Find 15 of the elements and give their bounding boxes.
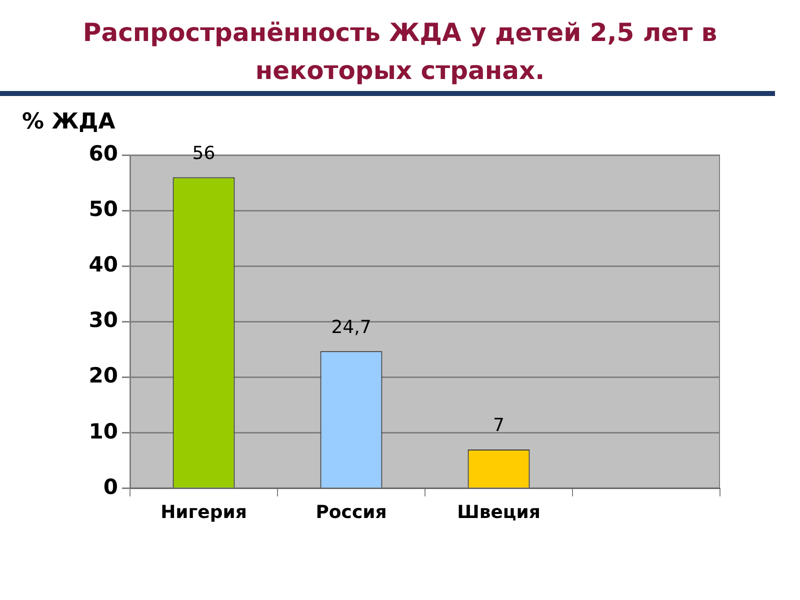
y-tick-label: 0 [103,474,118,499]
data-label: 24,7 [331,316,372,338]
y-tick-label: 50 [88,197,118,222]
y-axis-title: % ЖДА [22,110,116,135]
x-tick-label: Россия [316,502,387,523]
chart-title: Распространённость ЖДА у детей 2,5 лет в некоторых странах. [82,17,718,87]
data-label: 7 [493,415,504,436]
y-tick-label: 40 [88,252,118,277]
x-tick-label: Нигерия [160,502,247,523]
x-tick-label: Швеция [457,502,540,523]
y-tick-label: 60 [88,141,118,166]
y-tick-label: 10 [88,419,118,444]
y-tick-label: 30 [88,308,118,332]
data-label: 56 [192,142,216,164]
y-tick-label: 20 [88,364,118,388]
